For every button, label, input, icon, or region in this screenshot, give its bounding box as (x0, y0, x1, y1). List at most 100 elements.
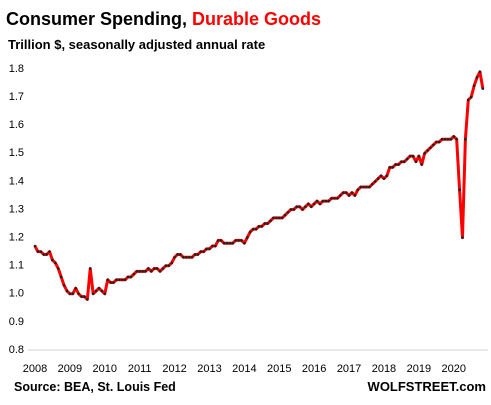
data-point (109, 281, 112, 284)
data-point (312, 202, 316, 206)
data-point (339, 194, 342, 197)
data-point (190, 255, 194, 259)
data-point (400, 160, 403, 164)
data-point (318, 202, 322, 206)
data-point (115, 278, 118, 282)
data-point (141, 270, 144, 273)
x-tick-label: 2013 (197, 363, 221, 375)
data-point (228, 241, 232, 245)
data-point (423, 152, 426, 155)
x-tick-label: 2009 (58, 363, 82, 375)
data-point (269, 219, 272, 223)
data-point (59, 275, 63, 279)
chart-title: Consumer Spending, Durable Goods (6, 9, 321, 29)
data-point (193, 253, 197, 256)
data-point (432, 143, 435, 147)
data-point (167, 264, 171, 268)
data-point (100, 289, 104, 293)
data-point (304, 205, 307, 208)
data-point (324, 199, 328, 203)
data-point (330, 196, 333, 200)
y-tick-label: 0.8 (9, 344, 24, 356)
data-point (405, 157, 409, 161)
data-point (295, 205, 299, 208)
data-point (88, 267, 92, 270)
data-point (51, 258, 54, 262)
data-point (327, 199, 331, 203)
data-line (33, 70, 485, 301)
data-point (469, 95, 473, 99)
data-point (280, 216, 284, 220)
data-point (132, 272, 136, 276)
data-point (45, 253, 48, 256)
data-point (359, 185, 362, 189)
data-point (298, 205, 301, 208)
data-point (68, 292, 72, 296)
chart-subtitle: Trillion $, seasonally adjusted annual r… (8, 37, 265, 52)
data-point (385, 174, 389, 178)
y-tick-label: 1.3 (9, 203, 24, 215)
data-point (248, 230, 252, 234)
data-point (62, 284, 66, 287)
y-tick-label: 1.8 (9, 63, 24, 75)
data-point (461, 236, 464, 239)
data-point (254, 227, 258, 231)
data-point (118, 278, 121, 282)
data-point (65, 289, 69, 293)
data-point (36, 250, 40, 253)
data-point (301, 208, 304, 211)
y-tick-label: 1.2 (9, 232, 24, 244)
data-point (403, 160, 406, 164)
data-point (458, 188, 461, 192)
x-tick-label: 2016 (302, 363, 326, 375)
data-point (391, 166, 394, 169)
data-point (350, 191, 354, 194)
data-point (414, 160, 418, 164)
data-point (152, 267, 156, 270)
data-point (196, 253, 200, 256)
y-tick-label: 0.9 (9, 316, 24, 328)
data-point (184, 255, 188, 259)
data-point (91, 292, 95, 296)
data-point (245, 236, 249, 239)
data-point (48, 250, 51, 253)
data-point (39, 250, 43, 253)
data-point (237, 239, 240, 242)
source-note: Source: BEA, St. Louis Fed (14, 380, 176, 394)
data-point (123, 278, 127, 282)
y-tick-label: 1.6 (9, 119, 24, 131)
data-point (464, 137, 467, 141)
data-point (112, 281, 115, 284)
data-point (435, 140, 438, 144)
data-point (446, 137, 450, 141)
data-point (347, 194, 351, 197)
data-point (289, 208, 293, 211)
data-point (353, 194, 357, 197)
data-point (437, 140, 441, 144)
data-point (187, 255, 191, 259)
data-point (205, 247, 208, 251)
data-point (420, 163, 424, 166)
data-point (213, 244, 217, 248)
data-point (161, 267, 165, 270)
data-point (397, 163, 400, 166)
data-point (260, 225, 264, 228)
data-point (472, 84, 476, 88)
data-point (106, 278, 109, 282)
data-point (135, 270, 139, 273)
data-point (83, 295, 86, 298)
y-tick-label: 1.0 (9, 288, 24, 300)
data-point (182, 255, 185, 259)
data-point (429, 146, 432, 149)
data-point (243, 241, 246, 245)
data-point (475, 76, 479, 79)
watermark: WOLFSTREET.com (368, 379, 486, 394)
data-point (356, 188, 360, 192)
data-point (452, 135, 456, 138)
data-point (129, 275, 133, 279)
data-point (211, 244, 214, 248)
data-point (147, 267, 150, 270)
data-point (408, 154, 412, 158)
data-point (309, 205, 313, 208)
